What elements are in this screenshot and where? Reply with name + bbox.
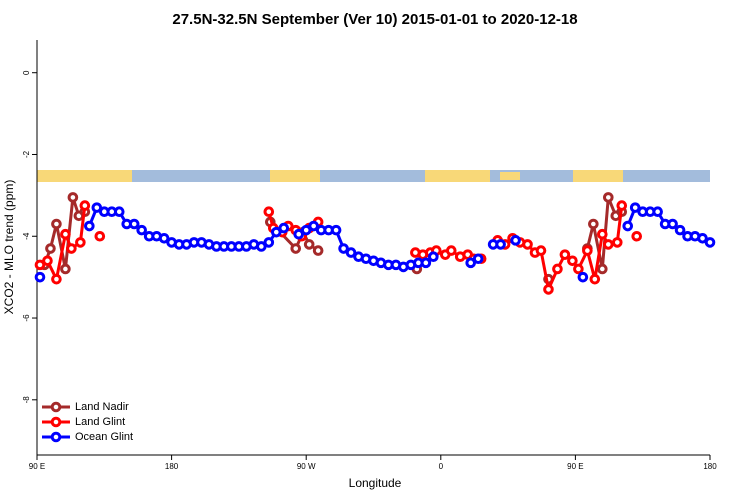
point [622,220,634,232]
point [428,251,439,262]
x-tick-label: 90 E [29,462,45,471]
point [113,206,125,218]
y-tick-label: 0 [22,70,31,75]
point [128,218,140,230]
y-tick-label: -6 [22,314,31,322]
point [522,239,533,250]
point [597,228,608,240]
point [535,245,547,256]
point [60,263,71,275]
legend-label: Ocean Glint [75,431,133,443]
point [445,245,457,256]
legend-label: Land Glint [75,416,125,428]
y-tick-label: -4 [22,232,31,240]
point [603,192,614,203]
point [67,192,79,203]
point [308,220,319,232]
land-strip [500,172,520,180]
point [94,230,106,242]
point [75,237,86,248]
point [543,284,554,295]
land-strip [425,170,490,182]
point [704,237,716,248]
y-tick-label: -8 [22,396,31,404]
point [60,228,71,240]
point [293,228,305,240]
point [552,263,563,275]
point [573,263,584,275]
point [51,218,62,230]
point [611,237,623,248]
point [588,218,599,230]
point [597,263,608,275]
point [345,247,357,258]
series-line [40,206,637,290]
land-strip [573,170,623,182]
x-tick-label: 90 E [567,462,583,471]
point [697,233,708,244]
point [66,243,77,254]
legend-label: Land Nadir [75,401,129,413]
point [263,206,275,218]
point [42,255,53,267]
point [559,249,571,260]
point [312,245,324,256]
point [652,206,663,218]
point [667,218,678,230]
point [589,273,601,285]
point [270,226,282,238]
point [34,271,46,283]
point [577,271,589,283]
point [256,241,267,252]
point [91,202,103,213]
point [495,239,506,250]
point [84,220,95,232]
point [510,235,521,246]
point [629,202,641,213]
point [616,200,628,211]
point [603,239,614,250]
x-axis-label: Longitude [349,476,402,490]
point [263,237,275,248]
chart-title: 27.5N-32.5N September (Ver 10) 2015-01-0… [172,11,577,28]
point [303,239,315,250]
x-tick-label: 90 W [297,462,316,471]
point [567,255,578,267]
point [45,243,56,254]
land-strip [270,170,320,182]
legend-marker [50,416,62,428]
point [631,230,643,242]
x-tick-label: 180 [165,462,179,471]
point [420,257,432,269]
point [338,243,349,254]
x-tick-label: 180 [703,462,717,471]
point [158,233,170,244]
point [79,200,91,211]
y-axis-label: XCO2 - MLO trend (ppm) [2,180,16,315]
x-tick-label: 0 [439,462,444,471]
point [465,257,477,269]
point [34,259,46,271]
point [136,224,147,236]
map-strip [37,170,710,182]
point [674,224,686,236]
point [300,224,312,236]
point [290,243,302,254]
point [582,245,593,256]
point [330,224,342,236]
point [278,222,290,234]
land-strip [37,170,132,182]
y-tick-label: -2 [22,150,31,158]
point [472,253,484,265]
legend-marker [50,431,62,443]
point [51,273,62,285]
legend-marker [50,401,62,413]
